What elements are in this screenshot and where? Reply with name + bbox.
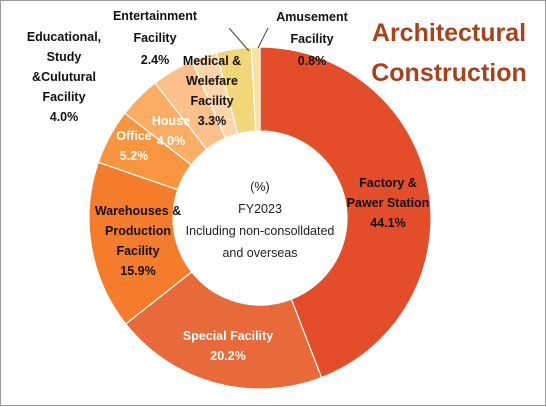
slice-category-label: Facility (290, 32, 333, 46)
slice-amusement-facility (250, 46, 261, 132)
slice-category-label: Facility (190, 94, 233, 108)
slice-value-label: 0.8% (298, 54, 327, 68)
slice-category-label: Factory & (359, 176, 417, 190)
slice-category-label: Medical & (183, 54, 241, 68)
slice-category-label: Amusement (276, 10, 348, 24)
slice-category-label: Office (116, 129, 151, 143)
slice-value-label: 2.4% (141, 53, 170, 67)
slice-category-label: Warehouses & (95, 204, 181, 218)
slice-special-facility (124, 271, 323, 390)
slice-value-label: 4.0% (50, 110, 79, 124)
slice-category-label: &Culutural (32, 70, 96, 84)
slice-category-label: Facility (42, 90, 85, 104)
slice-category-label: Welefare (186, 74, 238, 88)
center-text-line: (%) (250, 180, 269, 194)
slice-value-label: 3.3% (198, 114, 227, 128)
center-text-line: FY2023 (238, 202, 282, 216)
slice-value-label: 15.9% (120, 264, 155, 278)
slice-category-label: Study (47, 50, 82, 64)
slice-factory-pawer-station (259, 46, 432, 379)
slice-category-label: Educational, (27, 30, 101, 44)
center-text-line: and overseas (222, 246, 297, 260)
chart-title-line: Architectural (372, 19, 526, 47)
slice-category-label: Special Facility (183, 329, 273, 343)
slice-value-label: 5.2% (120, 149, 149, 163)
center-text-line: Including non-consolldated (186, 224, 335, 238)
slice-category-label: Entertainment (113, 9, 198, 23)
slice-category-label: Production (105, 224, 171, 238)
slice-category-label: Facility (133, 31, 176, 45)
chart-title-line: Construction (371, 59, 527, 87)
slice-category-label: Facility (116, 244, 159, 258)
leader-line-amusement-facility (257, 27, 269, 49)
leader-line-entertainment-facility (228, 27, 250, 52)
slice-value-label: 44.1% (370, 216, 405, 230)
slice-value-label: 4.0% (157, 134, 186, 148)
slice-category-label: House (152, 114, 190, 128)
slice-value-label: 20.2% (210, 349, 245, 363)
slice-category-label: Pawer Station (347, 196, 430, 210)
